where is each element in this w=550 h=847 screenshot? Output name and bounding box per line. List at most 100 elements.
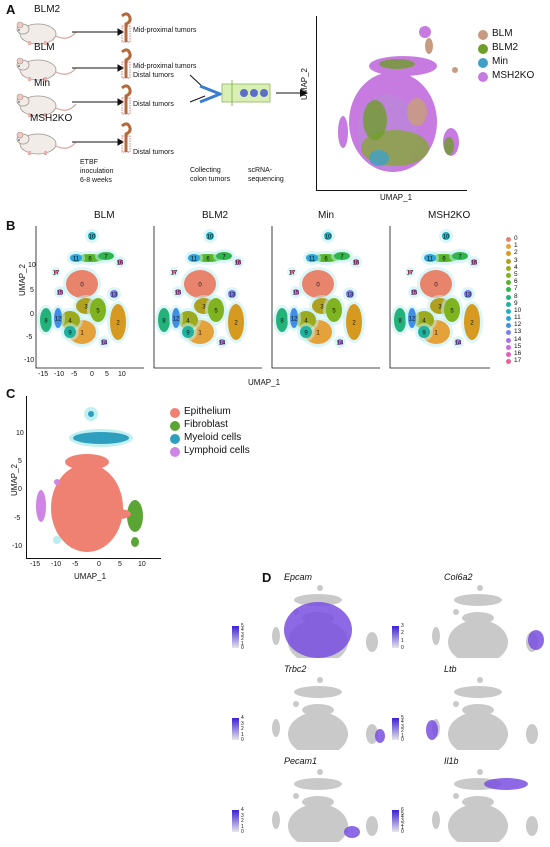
cluster-label: 3 <box>84 305 88 311</box>
cell-cluster <box>448 712 508 756</box>
cluster-label: 8 <box>280 319 284 325</box>
cluster-14 <box>101 339 107 345</box>
cell-cluster <box>366 816 378 836</box>
legend-label: 9 <box>514 299 518 307</box>
legend-label: 8 <box>514 292 518 300</box>
cluster-8 <box>40 308 52 332</box>
cell-cluster <box>294 594 342 606</box>
panel-b-y-label: UMAP_2 <box>18 263 27 296</box>
color-scale-bar <box>232 810 239 832</box>
cluster-label: 13 <box>347 293 354 299</box>
cell-cluster <box>294 686 342 698</box>
legend-dot <box>506 272 511 278</box>
cluster-label: 3 <box>320 305 324 311</box>
feature-plot: Epcam 5 4 3 2 1 0 <box>230 568 386 664</box>
feature-plot: Ltb 5 4 3 2 1 0 <box>390 660 546 756</box>
scale-tick: 3 <box>401 723 404 730</box>
scale-tick: 4 <box>401 719 404 726</box>
cluster-label: 1 <box>316 331 320 337</box>
facet-title-msh2ko: MSH2KO <box>428 210 471 221</box>
cluster-label: 8 <box>44 319 48 325</box>
legend-label: 4 <box>514 263 518 271</box>
legend-dot <box>506 280 511 286</box>
umap-x-label: UMAP_1 <box>380 193 413 202</box>
cluster-12 <box>290 308 298 328</box>
cluster-label: 7 <box>104 255 108 261</box>
cluster-10 <box>324 232 332 240</box>
cluster-label: 9 <box>68 331 72 337</box>
cluster-label: 6 <box>88 257 92 263</box>
legend-label: 16 <box>514 350 522 357</box>
cluster-label: 0 <box>198 283 202 289</box>
facet-title-blm2: BLM2 <box>202 210 229 221</box>
cluster-label: 15 <box>293 291 300 297</box>
cluster-label: 7 <box>458 255 462 261</box>
cluster-5 <box>90 298 106 322</box>
scale-tick: 3 <box>401 623 404 629</box>
facet-axis <box>153 226 262 369</box>
cluster-13 <box>228 290 236 298</box>
cluster-label: 11 <box>73 257 80 263</box>
cluster-label: 9 <box>304 331 308 337</box>
x-tick: -15 <box>30 561 41 568</box>
cluster-label: 12 <box>291 317 298 323</box>
cell-cluster <box>462 796 494 808</box>
cluster-label: 3 <box>202 305 206 311</box>
panel-b-x-label: UMAP_1 <box>248 378 281 387</box>
cluster-11 <box>188 254 200 262</box>
gene-title: Il1b <box>444 756 459 766</box>
scale-tick: 4 <box>241 715 244 721</box>
cluster-15 <box>175 289 181 295</box>
cluster-label: 14 <box>101 341 108 347</box>
cluster-label: 0 <box>434 283 438 289</box>
cluster-label: 5 <box>96 309 100 315</box>
legend-dot <box>478 58 488 68</box>
cluster-13 <box>110 290 118 298</box>
cluster-2 <box>228 304 244 340</box>
cluster-label: 14 <box>337 341 344 347</box>
x-tick: 5 <box>105 371 109 378</box>
scale-tick: 1 <box>241 731 244 738</box>
cluster-12 <box>172 308 180 328</box>
legend-label: 1 <box>514 242 518 250</box>
color-scale-bar <box>392 626 399 648</box>
gene-expression-umap <box>392 585 544 664</box>
cell-cluster <box>462 704 494 716</box>
legend-dot <box>506 237 511 242</box>
y-tick: -5 <box>14 515 21 522</box>
scale-tick: 4 <box>241 807 244 813</box>
y-tick: -10 <box>24 357 35 364</box>
legend-dot <box>506 287 511 293</box>
cell-cluster <box>526 724 538 744</box>
cell-cluster <box>288 804 348 847</box>
legend-label: 13 <box>514 328 522 336</box>
cluster-8 <box>394 308 406 332</box>
x-tick: 10 <box>118 371 126 378</box>
legend-label: 15 <box>514 342 522 350</box>
cluster-15 <box>57 289 63 295</box>
legend-dot <box>506 323 511 329</box>
cluster-label: 4 <box>68 319 72 325</box>
cluster-7 <box>216 252 232 260</box>
cluster-9 <box>418 326 430 338</box>
y-tick: 0 <box>30 311 34 318</box>
cluster-2 <box>110 304 126 340</box>
cluster-2 <box>346 304 362 340</box>
legend-dot <box>506 244 511 250</box>
scale-tick: 1 <box>241 640 244 647</box>
cell-cluster <box>302 704 334 716</box>
feature-plot: Pecam1 4 3 2 1 0 <box>230 752 386 847</box>
x-tick: -5 <box>72 561 79 568</box>
cluster-label: 15 <box>411 291 418 297</box>
cluster-label: 13 <box>229 293 236 299</box>
cluster-9 <box>64 326 76 338</box>
cluster-11 <box>424 254 436 262</box>
cluster-label: 16 <box>117 261 124 267</box>
panel-a-umap <box>316 16 467 191</box>
step-collecting: Collecting colon tumors <box>190 167 231 183</box>
cluster-17 <box>172 270 176 274</box>
scale-tick: 2 <box>241 636 244 643</box>
